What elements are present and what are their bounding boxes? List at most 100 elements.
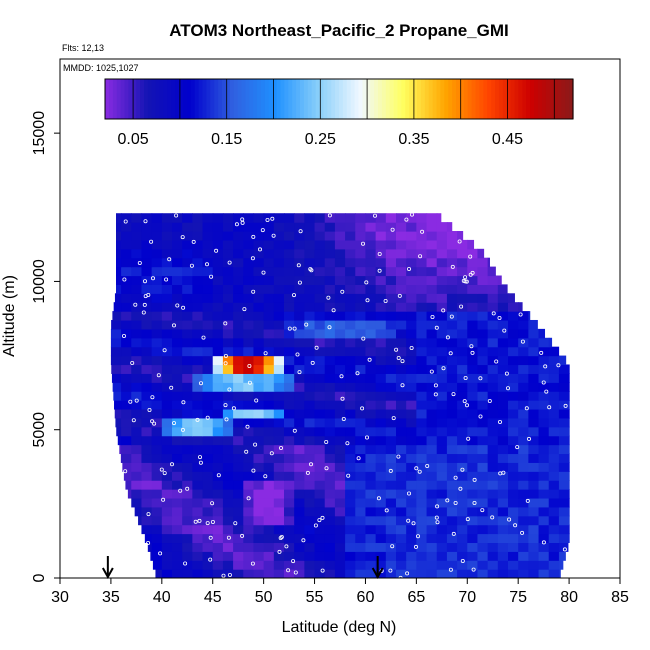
heatmap-cell — [345, 311, 356, 321]
flight-arrow-head — [371, 567, 384, 580]
x-tick-label: 35 — [102, 589, 120, 606]
heatmap-cell — [385, 364, 397, 374]
heatmap-cell — [406, 355, 417, 366]
colorbar-segment — [307, 79, 313, 119]
heatmap-cell — [497, 435, 509, 446]
heatmap-cell — [222, 275, 234, 285]
heatmap-cell — [222, 231, 234, 241]
sample-point — [247, 380, 252, 385]
heatmap-cell — [273, 400, 285, 410]
colorbar-segment — [483, 79, 488, 119]
heatmap-cell — [263, 391, 275, 401]
heatmap-cell — [365, 453, 377, 463]
heatmap-cell — [334, 417, 346, 428]
heatmap-cell — [202, 391, 214, 401]
heatmap-cell — [477, 328, 489, 339]
heatmap-cell — [161, 533, 173, 544]
heatmap-cell — [273, 471, 285, 481]
colorbar-segment — [378, 79, 383, 119]
heatmap-cell — [385, 213, 397, 223]
sample-point — [123, 219, 128, 224]
heatmap-cell — [365, 533, 377, 544]
heatmap-cell — [314, 302, 326, 312]
heatmap-cell — [457, 248, 468, 259]
heatmap-cell — [375, 497, 387, 508]
heatmap-cell — [155, 569, 163, 578]
heatmap-layer — [110, 213, 570, 578]
heatmap-cell — [487, 453, 499, 463]
heatmap-cell — [457, 560, 468, 570]
heatmap-cell — [416, 444, 428, 455]
heatmap-cell — [477, 542, 489, 552]
heatmap-cell — [212, 293, 224, 303]
heatmap-cell — [263, 533, 275, 544]
heatmap-cell — [446, 257, 458, 268]
sample-point — [360, 406, 365, 411]
heatmap-cell — [212, 408, 224, 419]
heatmap-cell — [273, 408, 285, 419]
heatmap-cell — [263, 311, 275, 321]
heatmap-cell — [131, 231, 143, 241]
heatmap-cell — [233, 328, 244, 339]
heatmap-cell — [110, 328, 122, 339]
heatmap-cell — [375, 462, 387, 472]
heatmap-cell — [508, 355, 519, 366]
heatmap-cell — [375, 355, 387, 366]
sample-point — [326, 295, 331, 300]
heatmap-cell — [406, 480, 417, 490]
colorbar-segment — [225, 79, 231, 119]
heatmap-cell — [487, 489, 499, 499]
heatmap-cell — [345, 560, 356, 570]
heatmap-cell — [141, 453, 153, 463]
heatmap-cell — [497, 551, 509, 561]
colorbar-segment — [537, 79, 543, 119]
heatmap-cell — [446, 462, 458, 472]
heatmap-cell — [212, 257, 224, 268]
heatmap-cell — [192, 506, 204, 517]
heatmap-cell — [548, 551, 560, 561]
heatmap-cell — [121, 337, 132, 348]
heatmap-cell — [385, 497, 397, 508]
colorbar-segment — [327, 79, 332, 119]
colorbar-segment — [405, 79, 410, 119]
heatmap-cell — [487, 533, 499, 544]
heatmap-cell — [233, 248, 244, 259]
heatmap-cell — [151, 400, 163, 410]
colorbar-segment — [506, 79, 512, 119]
heatmap-cell — [355, 239, 367, 250]
heatmap-cell — [528, 524, 540, 535]
sample-point — [133, 302, 138, 307]
heatmap-cell — [212, 462, 224, 472]
heatmap-cell — [263, 497, 275, 508]
heatmap-cell — [446, 569, 458, 578]
colorbar-segment — [565, 79, 570, 119]
heatmap-cell — [375, 311, 387, 321]
colorbar-segment — [471, 79, 477, 119]
heatmap-cell — [324, 213, 336, 223]
heatmap-cell — [294, 453, 305, 463]
colorbar-segment — [366, 79, 371, 119]
sample-point — [346, 473, 351, 478]
heatmap-cell — [375, 222, 387, 232]
heatmap-cell — [125, 480, 132, 490]
heatmap-cell — [192, 355, 204, 366]
heatmap-cell — [294, 560, 305, 570]
heatmap-cell — [161, 284, 173, 294]
colorbar-segment — [397, 79, 402, 119]
heatmap-cell — [243, 266, 255, 277]
sample-point — [253, 442, 258, 447]
heatmap-cell — [284, 222, 295, 232]
heatmap-cell — [314, 497, 326, 508]
heatmap-cell — [538, 346, 550, 357]
heatmap-cell — [202, 515, 214, 526]
heatmap-cell — [161, 444, 173, 455]
heatmap-cell — [334, 355, 346, 366]
heatmap-cell — [273, 417, 285, 428]
heatmap-cell — [304, 355, 316, 366]
heatmap-cell — [355, 560, 367, 570]
heatmap-cell — [457, 542, 468, 552]
heatmap-cell — [406, 266, 417, 277]
heatmap-cell — [558, 453, 570, 463]
heatmap-cell — [151, 213, 163, 223]
